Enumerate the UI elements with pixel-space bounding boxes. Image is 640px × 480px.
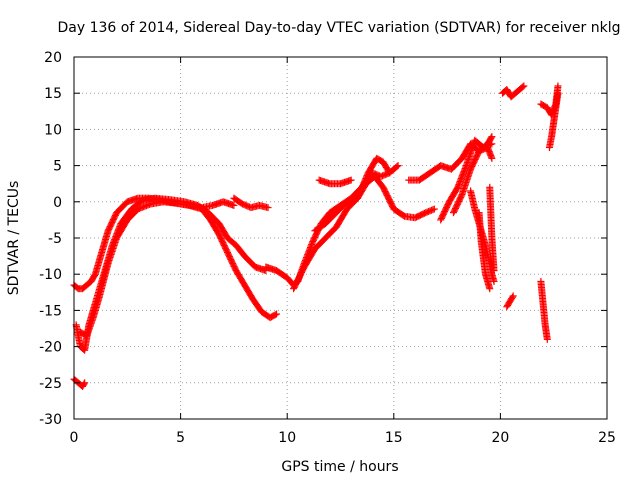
data-point bbox=[488, 133, 496, 141]
data-point bbox=[80, 380, 88, 388]
data-point bbox=[486, 285, 494, 293]
data-point bbox=[347, 176, 355, 184]
y-tick-label: -15 bbox=[39, 303, 62, 319]
x-tick-labels: 0 5 10 15 20 25 bbox=[70, 430, 616, 446]
data-point bbox=[394, 162, 402, 170]
data-point bbox=[393, 163, 401, 171]
data-point bbox=[488, 140, 496, 148]
x-tick-label: 10 bbox=[278, 430, 296, 446]
data-point bbox=[271, 311, 279, 319]
x-tick-label: 20 bbox=[491, 430, 509, 446]
y-tick-label: 0 bbox=[53, 195, 62, 211]
y-tick-label: -10 bbox=[39, 267, 62, 283]
data-point bbox=[273, 310, 281, 318]
data-point bbox=[81, 379, 89, 387]
data-point bbox=[490, 267, 498, 275]
x-tick-label: 25 bbox=[598, 430, 616, 446]
data-point bbox=[509, 292, 517, 300]
y-tick-label: -20 bbox=[39, 340, 62, 356]
data-point bbox=[554, 82, 562, 90]
y-axis-label: SDTVAR / TECUs bbox=[6, 181, 22, 296]
data-point bbox=[429, 206, 437, 214]
x-tick-label: 5 bbox=[176, 430, 185, 446]
data-point bbox=[488, 154, 496, 162]
x-tick-label: 0 bbox=[70, 430, 79, 446]
data-point bbox=[487, 134, 495, 142]
data-point bbox=[264, 204, 272, 212]
data-point bbox=[520, 82, 528, 90]
data-point bbox=[490, 277, 498, 285]
plot-frame bbox=[73, 56, 608, 420]
grid bbox=[74, 57, 607, 419]
data-point bbox=[543, 335, 551, 343]
data-marks bbox=[70, 82, 562, 390]
y-tick-label: -30 bbox=[39, 412, 62, 428]
y-tick-label: -5 bbox=[48, 231, 62, 247]
y-tick-label: 15 bbox=[44, 86, 62, 102]
x-tick-label: 15 bbox=[385, 430, 403, 446]
data-point bbox=[230, 201, 238, 209]
data-point bbox=[508, 293, 516, 301]
data-point bbox=[519, 83, 527, 91]
data-point bbox=[385, 167, 393, 175]
y-tick-label: -25 bbox=[39, 376, 62, 392]
data-point bbox=[386, 169, 394, 177]
y-tick-label: 5 bbox=[53, 159, 62, 175]
data-point bbox=[430, 205, 438, 213]
axis-ticks bbox=[73, 56, 608, 420]
y-tick-label: 10 bbox=[44, 122, 62, 138]
y-tick-labels: -30 -25 -20 -15 -10 -5 0 5 10 15 20 bbox=[39, 50, 62, 428]
x-axis-label: GPS time / hours bbox=[281, 459, 398, 475]
y-tick-label: 20 bbox=[44, 50, 62, 66]
chart-title: Day 136 of 2014, Sidereal Day-to-day VTE… bbox=[58, 20, 621, 36]
data-point bbox=[554, 89, 562, 97]
